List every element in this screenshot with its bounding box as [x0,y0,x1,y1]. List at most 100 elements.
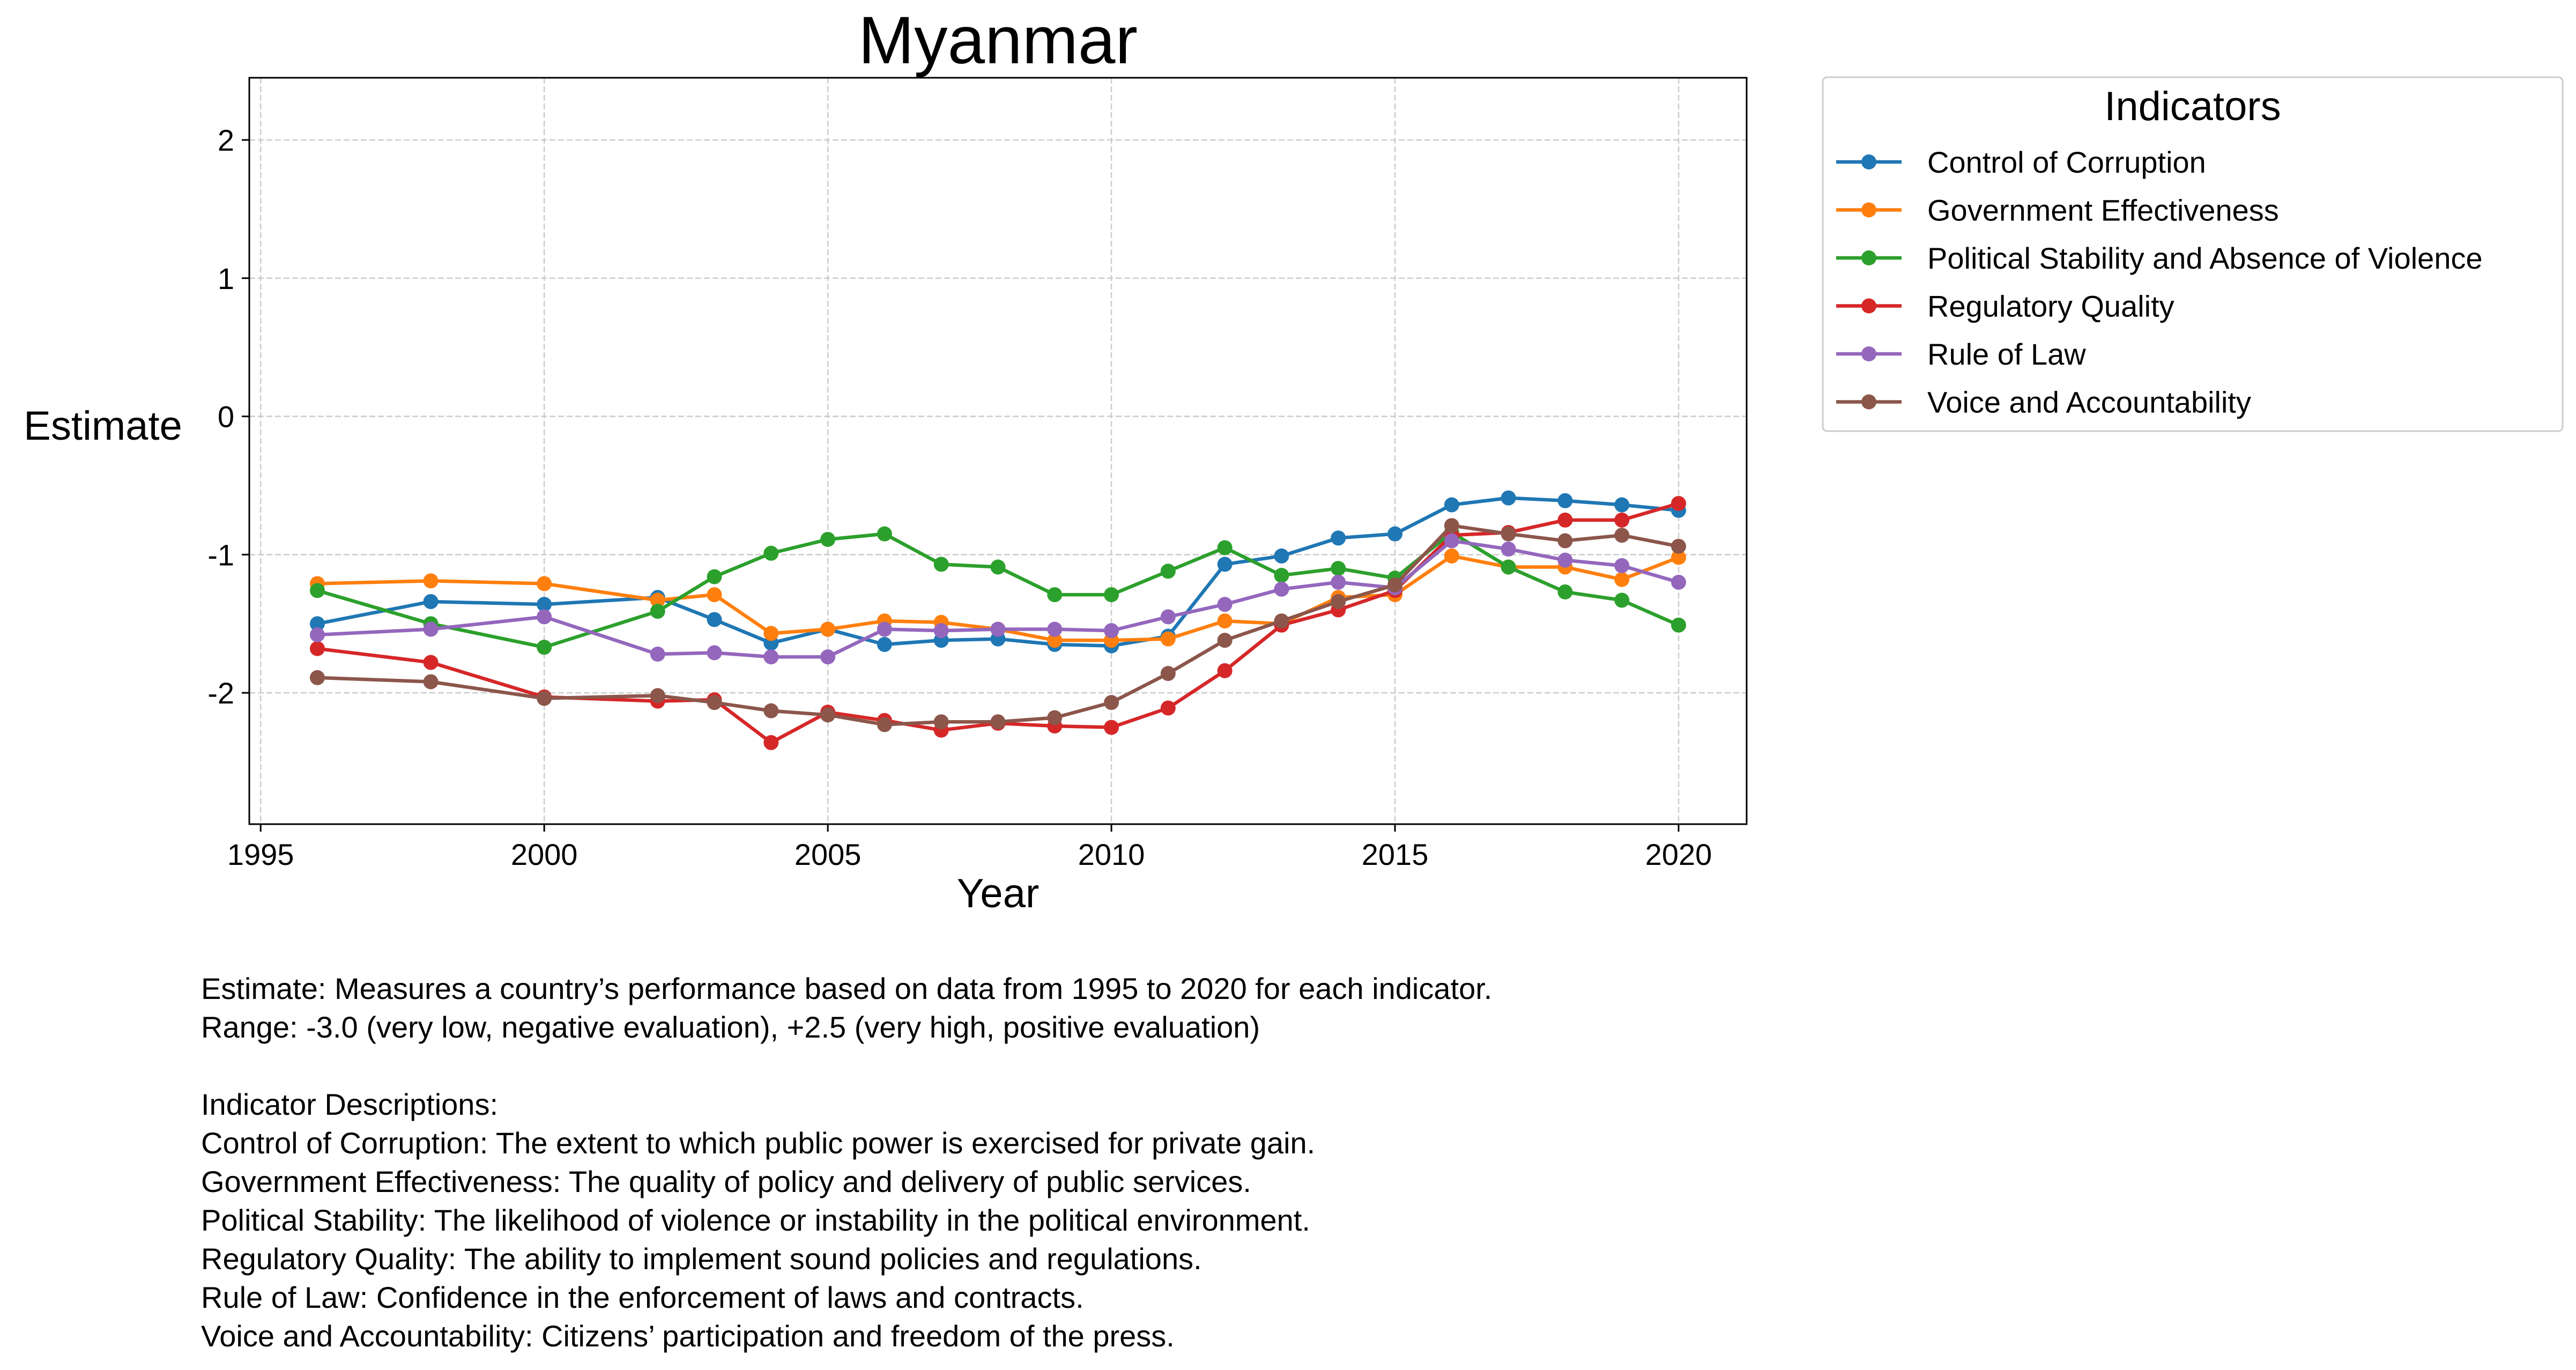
series-political-stability-and-absence-of-violence [309,525,1687,655]
data-point [1331,561,1346,576]
data-point [309,616,325,632]
data-point [423,573,439,589]
note-range: Range: -3.0 (very low, negative evaluati… [201,1010,1260,1044]
legend-item-control-of-corruption: Control of Corruption [1836,145,2206,179]
data-point [820,649,836,665]
series-layer [309,490,1687,750]
x-tick-label: 2015 [1362,838,1429,871]
data-point [1047,587,1063,603]
data-point [423,674,439,690]
data-point [423,655,439,670]
data-point [1104,623,1119,639]
legend-label: Government Effectiveness [1927,194,2279,227]
data-point [1444,497,1459,513]
data-point [1671,550,1687,565]
data-point [1274,581,1289,597]
data-point [1501,559,1516,575]
legend-item-voice-and-accountability: Voice and Accountability [1836,386,2251,419]
notes: Estimate: Measures a country’s performan… [201,969,1492,1356]
data-point [1557,533,1573,549]
data-point [1671,495,1687,511]
data-point [1444,518,1459,534]
data-point [1274,568,1289,583]
legend-label: Political Stability and Absence of Viole… [1927,241,2483,275]
legend-swatch-marker [1861,250,1876,265]
y-tick-label: 0 [218,400,234,434]
data-point [309,670,325,685]
series-rule-of-law [309,533,1687,665]
legend-swatch-marker [1861,346,1876,361]
data-point [309,627,325,642]
data-point [537,691,552,706]
data-point [1047,710,1063,725]
legend-swatch-marker [1861,394,1876,410]
note-government-effectiveness: Government Effectiveness: The quality of… [201,1165,1251,1198]
data-point [650,688,665,703]
data-point [1160,666,1176,682]
legend-label: Control of Corruption [1927,145,2206,179]
legend-box [1822,76,2564,432]
data-point [1614,593,1630,608]
ticks: 1995 2000 2005 2010 2015 2020 -2 -1 0 1 2 [207,123,1712,871]
series-line [317,496,1679,648]
data-point [537,640,552,655]
legend-item-regulatory-quality: Regulatory Quality [1836,290,2174,323]
data-point [1331,530,1346,546]
note-descriptions-heading: Indicator Descriptions: [201,1087,499,1121]
data-point [877,621,892,637]
data-point [1104,720,1119,735]
y-tick-label: -1 [207,538,234,572]
data-point [1160,631,1176,647]
legend-label: Regulatory Quality [1927,290,2174,323]
data-point [990,559,1006,575]
data-point [650,593,665,608]
series-line [317,523,1679,727]
data-point [650,646,665,662]
series-line [317,530,1680,649]
data-point [1047,621,1063,637]
data-point [1614,497,1630,513]
data-point [1501,526,1516,542]
data-point [707,612,722,627]
series-line [317,554,1680,642]
data-point [1444,533,1459,549]
legend-label: Rule of Law [1927,337,2086,371]
note-regulatory-quality: Regulatory Quality: The ability to imple… [201,1242,1202,1276]
legend-swatch-marker [1861,202,1876,218]
data-point [1274,613,1289,629]
data-point [1274,548,1289,564]
data-point [1557,512,1573,528]
chart-title: Myanmar [858,3,1138,78]
data-point [1387,526,1403,542]
data-point [537,609,552,625]
data-point [309,583,325,598]
note-estimate: Estimate: Measures a country’s performan… [201,972,1493,1005]
legend-item-political-stability-and-absence-of-violence: Political Stability and Absence of Viole… [1836,241,2483,275]
series-voice-and-accountability [309,518,1687,732]
data-point [1557,584,1573,599]
legend: Indicators Control of Corruption Governme… [1822,76,2564,432]
data-point [1331,574,1346,590]
data-point [933,623,949,639]
note-control-of-corruption: Control of Corruption: The extent to whi… [201,1126,1316,1160]
legend-item-rule-of-law: Rule of Law [1836,337,2086,371]
data-point [990,714,1006,730]
data-point [1217,540,1233,556]
note-political-stability: Political Stability: The likelihood of v… [201,1203,1310,1237]
data-point [707,569,722,584]
data-point [423,621,439,637]
data-point [820,707,836,723]
data-point [1614,528,1630,543]
data-point [1217,663,1233,678]
data-point [1671,617,1687,633]
grid [249,78,1747,824]
data-point [1557,493,1573,508]
y-tick-label: 2 [218,123,234,157]
data-point [877,636,892,652]
data-point [1444,548,1459,564]
data-point [763,703,779,719]
data-point [707,587,722,603]
data-point [1160,700,1176,716]
data-point [1331,594,1346,609]
